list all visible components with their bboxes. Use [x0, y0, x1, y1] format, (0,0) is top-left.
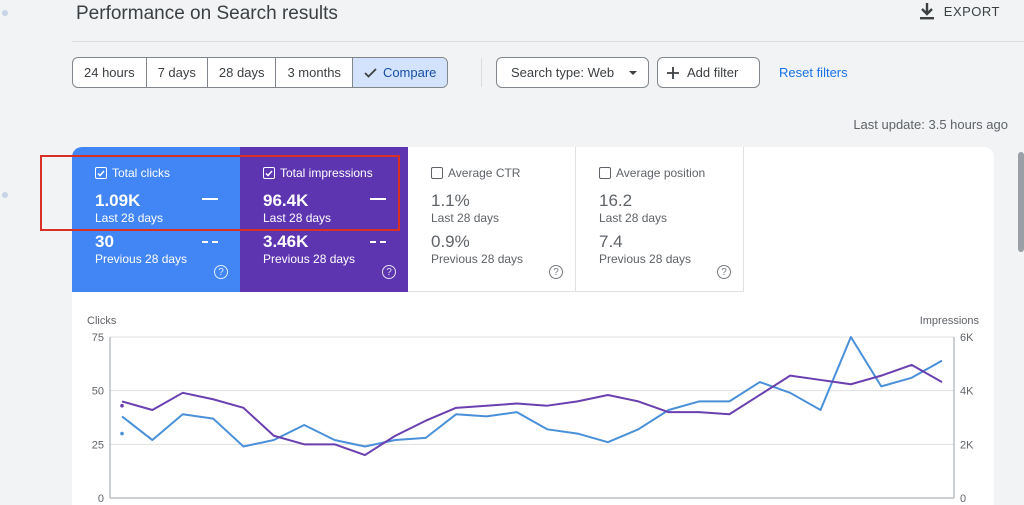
page-title: Performance on Search results — [76, 3, 338, 24]
left-axis-label: Clicks — [87, 315, 117, 327]
search-type-dropdown[interactable]: Search type: Web — [496, 57, 649, 88]
help-icon[interactable]: ? — [214, 265, 228, 279]
checkbox-unchecked-icon[interactable] — [599, 167, 611, 179]
metric-label: Total clicks — [112, 166, 171, 180]
metric-previous-value: 0.9% — [431, 232, 470, 251]
add-filter-button[interactable]: Add filter — [657, 57, 760, 88]
date-range-group: 24 hours 7 days 28 days 3 months Compare — [72, 57, 449, 88]
metric-previous-value: 30 — [95, 232, 114, 251]
metric-value: 1.1% — [431, 191, 470, 210]
left-edge-dot — [2, 192, 8, 198]
metric-value: 16.2 — [599, 191, 633, 210]
checkbox-unchecked-icon[interactable] — [431, 167, 443, 179]
metric-previous-period: Previous 28 days — [95, 252, 188, 266]
chart-gridlines — [109, 336, 955, 499]
metric-card-total-impressions[interactable]: Total impressions 96.4K Last 28 days 3.4… — [240, 147, 408, 292]
solid-line-legend-icon — [370, 198, 386, 200]
left-tick-label: 75 — [92, 332, 104, 344]
reset-filters-link[interactable]: Reset filters — [779, 65, 848, 80]
help-icon[interactable]: ? — [382, 265, 396, 279]
chart-tick-labels: 75 6K 50 4K 25 2K 0 0 — [92, 332, 974, 505]
date-range-label: 3 months — [287, 65, 341, 80]
metric-period: Last 28 days — [599, 211, 668, 225]
left-tick-label: 0 — [98, 493, 104, 505]
series-point-marker — [120, 403, 124, 408]
header-divider — [72, 41, 1024, 42]
metric-value: 96.4K — [263, 191, 309, 210]
date-range-label: 24 hours — [84, 65, 135, 80]
left-tick-label: 50 — [92, 386, 104, 398]
scrollbar-thumb[interactable] — [1018, 152, 1024, 252]
checkmark-icon — [364, 67, 377, 78]
metric-previous-period: Previous 28 days — [431, 252, 524, 266]
left-tick-label: 25 — [92, 439, 104, 451]
help-icon[interactable]: ? — [549, 265, 563, 279]
metric-card-average-position[interactable]: Average position 16.2 Last 28 days 7.4 P… — [576, 147, 744, 292]
metric-previous-period: Previous 28 days — [263, 252, 356, 266]
series-line-impressions[interactable] — [121, 363, 943, 457]
right-tick-label: 6K — [960, 332, 974, 344]
date-range-label: 7 days — [157, 65, 196, 80]
performance-line-chart[interactable]: Clicks Impressions 75 6K 50 4K 25 2K 0 0 — [72, 307, 994, 505]
metric-period: Last 28 days — [431, 211, 500, 225]
solid-line-legend-icon — [202, 198, 218, 200]
right-tick-label: 4K — [960, 386, 974, 398]
download-icon — [919, 3, 934, 20]
chart-series-group — [120, 336, 943, 457]
metric-label: Average position — [616, 166, 706, 180]
checkbox-checked-icon[interactable] — [95, 167, 107, 179]
metric-card-total-clicks[interactable]: Total clicks 1.09K Last 28 days 30 Previ… — [72, 147, 240, 292]
date-range-28-days[interactable]: 28 days — [208, 58, 277, 87]
metric-previous-period: Previous 28 days — [599, 252, 692, 266]
metric-label: Total impressions — [280, 166, 373, 180]
right-tick-label: 0 — [960, 493, 966, 505]
date-range-7-days[interactable]: 7 days — [147, 58, 208, 87]
date-range-3-months[interactable]: 3 months — [276, 58, 353, 87]
right-tick-label: 2K — [960, 439, 974, 451]
last-update-text: Last update: 3.5 hours ago — [853, 117, 1008, 132]
search-type-label: Search type: Web — [511, 65, 615, 80]
right-axis-label: Impressions — [920, 315, 980, 327]
date-range-label: 28 days — [218, 65, 265, 80]
add-filter-label: Add filter — [687, 65, 739, 80]
dashed-line-legend-icon — [202, 241, 218, 243]
date-range-24-hours[interactable]: 24 hours — [73, 58, 147, 87]
left-edge-dot — [2, 10, 8, 16]
metric-previous-value: 7.4 — [599, 232, 623, 251]
series-line-clicks[interactable] — [121, 336, 943, 448]
series-point-marker — [120, 431, 124, 436]
plus-icon — [667, 66, 679, 79]
filter-divider — [481, 58, 482, 87]
checkbox-checked-icon[interactable] — [263, 167, 275, 179]
help-icon[interactable]: ? — [717, 265, 731, 279]
metric-value: 1.09K — [95, 191, 141, 210]
export-button[interactable]: EXPORT — [919, 2, 1000, 20]
export-label: EXPORT — [943, 3, 1000, 19]
compare-label: Compare — [382, 65, 437, 80]
metric-previous-value: 3.46K — [263, 232, 309, 251]
dropdown-arrow-icon — [629, 70, 637, 75]
metric-label: Average CTR — [448, 166, 521, 180]
compare-button[interactable]: Compare — [352, 58, 448, 87]
performance-card: Total clicks 1.09K Last 28 days 30 Previ… — [72, 147, 994, 505]
dashed-line-legend-icon — [370, 241, 386, 243]
metric-period: Last 28 days — [95, 211, 164, 225]
metric-period: Last 28 days — [263, 211, 332, 225]
metric-card-average-ctr[interactable]: Average CTR 1.1% Last 28 days 0.9% Previ… — [408, 147, 576, 292]
